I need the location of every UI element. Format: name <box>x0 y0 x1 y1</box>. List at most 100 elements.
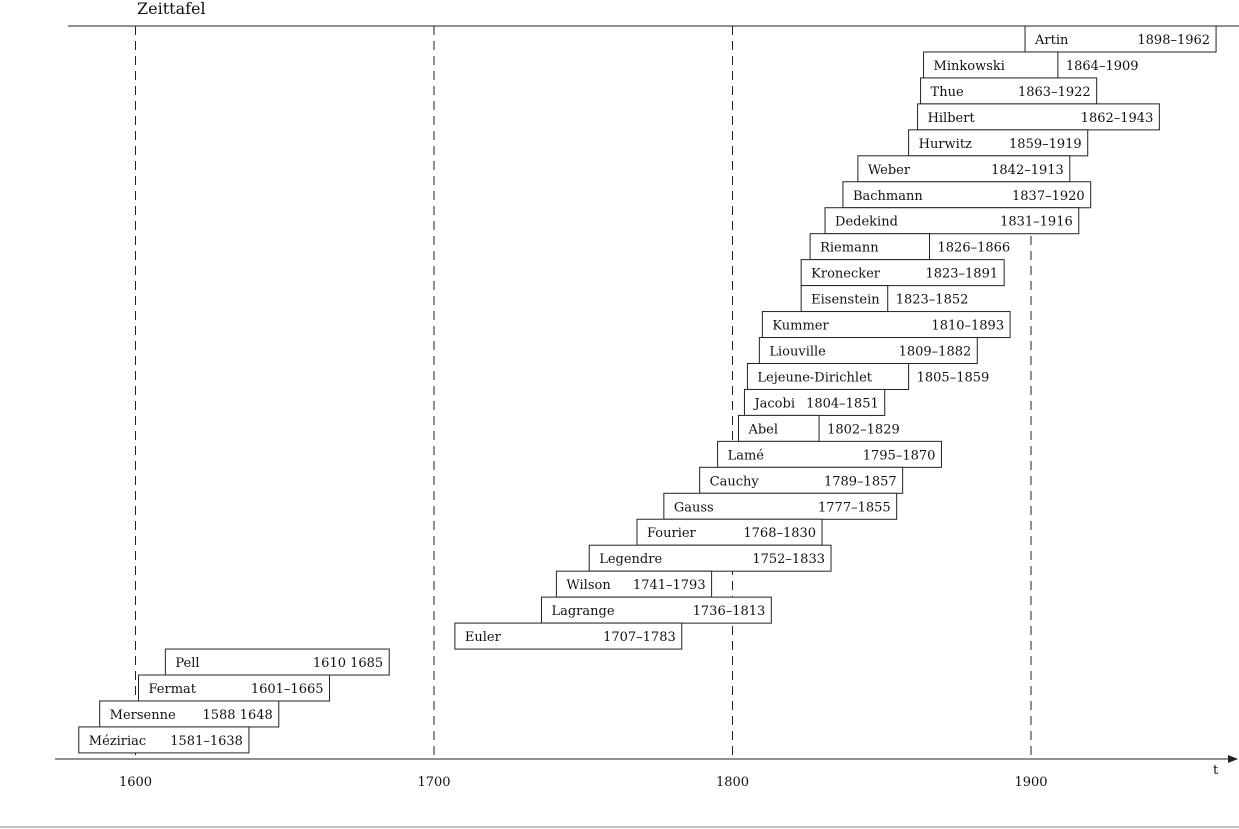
bar-name: Fourier <box>647 526 697 541</box>
bar-rect <box>842 181 1092 209</box>
bar-name: Riemann <box>820 241 879 256</box>
x-tick-label: 1700 <box>417 775 450 790</box>
bar-rect <box>717 440 942 468</box>
bar-name: Lamé <box>728 448 765 463</box>
bar-years: 1898–1962 <box>1137 33 1210 48</box>
bar-name: Minkowski <box>934 59 1005 74</box>
bar-rect <box>588 544 832 572</box>
bar-years: 1859–1919 <box>1009 137 1082 152</box>
bar-rect <box>917 103 1160 131</box>
bar-rect <box>555 570 713 598</box>
bar-years: 1741–1793 <box>633 578 706 593</box>
bar-years: 1826–1866 <box>938 241 1011 256</box>
bar-name: Pell <box>175 656 199 671</box>
bar-rect <box>99 700 280 728</box>
lifespan-bar: Riemann 1826–1866 <box>809 233 1011 261</box>
lifespan-bars: Artin 1898–1962 Minkowski 1864–1909 Thue 1863… <box>78 25 1217 754</box>
bar-rect <box>699 466 904 494</box>
bar-rect <box>137 674 331 702</box>
lifespan-bar: Eisenstein 1823–1852 <box>800 285 969 313</box>
lifespan-bar: Thue 1863–1922 <box>920 77 1098 105</box>
bar-years: 1610 1685 <box>313 656 383 671</box>
lifespan-bar: Kummer 1810–1893 <box>761 311 1011 339</box>
lifespan-bar: Euler 1707–1783 <box>454 622 683 650</box>
bar-years: 1789–1857 <box>824 474 897 489</box>
bar-rect <box>636 518 823 546</box>
bar-name: Kronecker <box>811 267 881 282</box>
bar-years: 1863–1922 <box>1018 85 1091 100</box>
bar-years: 1842–1913 <box>991 163 1064 178</box>
bar-name: Dedekind <box>835 215 898 230</box>
lifespan-bar: Lagrange 1736–1813 <box>540 596 772 624</box>
lifespan-bar: Dedekind 1831–1916 <box>824 207 1080 235</box>
lifespan-bar: Weber 1842–1913 <box>857 155 1071 183</box>
bar-years: 1752–1833 <box>752 552 825 567</box>
lifespan-bar: Pell 1610 1685 <box>164 648 390 676</box>
bar-years: 1862–1943 <box>1081 111 1154 126</box>
bar-name: Cauchy <box>710 474 760 489</box>
lifespan-bar: Gauss 1777–1855 <box>663 492 898 520</box>
bar-name: Fermat <box>148 682 196 697</box>
lifespan-bar: Wilson 1741–1793 <box>555 570 713 598</box>
lifespan-bar: Abel 1802–1829 <box>737 414 900 442</box>
lifespan-bar: Cauchy 1789–1857 <box>699 466 904 494</box>
bar-name: Hurwitz <box>919 137 972 152</box>
bar-rect <box>743 388 886 416</box>
bar-rect <box>923 51 1059 79</box>
bar-name: Thue <box>931 85 964 100</box>
bar-years: 1777–1855 <box>818 500 891 515</box>
bar-years: 1736–1813 <box>693 604 766 619</box>
bar-years: 1707–1783 <box>603 630 676 645</box>
lifespan-bar: Hilbert 1862–1943 <box>917 103 1160 131</box>
x-tick-label: 1800 <box>716 775 749 790</box>
bar-rect <box>908 129 1089 157</box>
bar-years: 1823–1891 <box>925 267 998 282</box>
bar-rect <box>824 207 1080 235</box>
x-axis-label: t <box>1213 763 1219 778</box>
bar-rect <box>857 155 1071 183</box>
bar-years: 1831–1916 <box>1000 215 1073 230</box>
bar-years: 1802–1829 <box>827 422 900 437</box>
x-tick-label: 1900 <box>1014 775 1047 790</box>
bar-years: 1768–1830 <box>743 526 816 541</box>
lifespan-bar: Minkowski 1864–1909 <box>923 51 1139 79</box>
bar-rect <box>663 492 898 520</box>
bar-years: 1823–1852 <box>896 293 969 308</box>
lifespan-bar: Fermat 1601–1665 <box>137 674 331 702</box>
bar-name: Eisenstein <box>811 293 880 308</box>
bar-name: Liouville <box>769 345 826 360</box>
bar-name: Lejeune-Dirichlet <box>757 370 872 385</box>
bar-years: 1795–1870 <box>863 448 936 463</box>
bar-rect <box>737 414 820 442</box>
bar-years: 1805–1859 <box>917 370 990 385</box>
bar-rect <box>1024 25 1217 53</box>
lifespan-bar: Bachmann 1837–1920 <box>842 181 1092 209</box>
bar-name: Gauss <box>674 500 714 515</box>
bar-name: Bachmann <box>853 189 923 204</box>
bar-name: Abel <box>747 422 778 437</box>
chart-title: Zeittafel <box>137 0 206 18</box>
bar-name: Kummer <box>772 319 829 334</box>
bar-years: 1864–1909 <box>1066 59 1139 74</box>
x-axis-arrow-icon <box>1228 755 1238 763</box>
x-tick-label: 1600 <box>119 775 152 790</box>
bar-name: Jacobi <box>752 396 795 411</box>
lifespan-bar: Lamé 1795–1870 <box>717 440 942 468</box>
bar-years: 1601–1665 <box>251 682 324 697</box>
bar-rect <box>800 285 889 313</box>
lifespan-bar: Mersenne 1588 1648 <box>99 700 280 728</box>
lifespan-bar: Liouville 1809–1882 <box>758 337 978 365</box>
bar-rect <box>761 311 1011 339</box>
bar-name: Legendre <box>599 552 662 567</box>
bar-name: Lagrange <box>551 604 614 619</box>
bar-name: Artin <box>1034 33 1069 48</box>
lifespan-bar: Kronecker 1823–1891 <box>800 259 1005 287</box>
bar-name: Méziriac <box>89 734 146 749</box>
bar-name: Hilbert <box>928 111 976 126</box>
lifespan-bar: Fourier 1768–1830 <box>636 518 823 546</box>
lifespan-bar: Legendre 1752–1833 <box>588 544 832 572</box>
lifespan-bar: Jacobi 1804–1851 <box>743 388 886 416</box>
bar-years: 1588 1648 <box>202 708 272 723</box>
bar-years: 1804–1851 <box>806 396 879 411</box>
